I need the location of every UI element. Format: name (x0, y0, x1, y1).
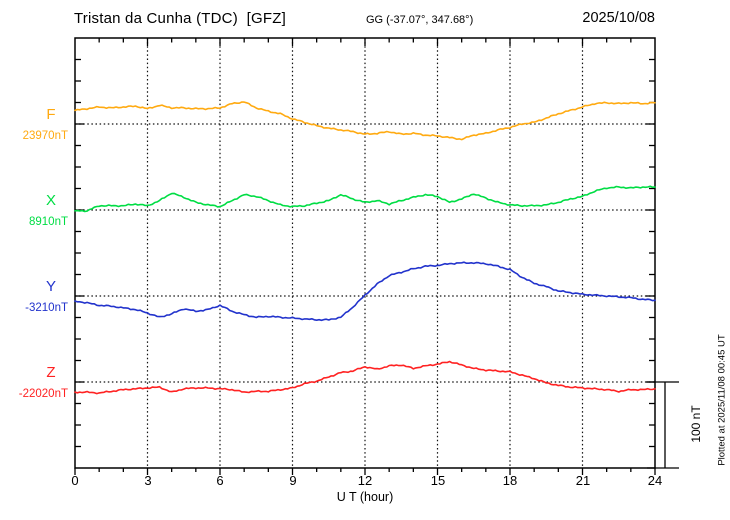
component-basevalue-f: 23970nT (22, 130, 68, 142)
x-tick-label: 18 (502, 473, 518, 488)
baseline-dotted-lines (75, 123, 655, 383)
x-tick-label: 3 (144, 473, 152, 488)
component-label-x: X (45, 192, 56, 209)
station-title: Tristan da Cunha (TDC) [GFZ] (74, 10, 286, 27)
x-tick-label: 21 (575, 473, 591, 488)
component-basevalue-x: 8910nT (28, 216, 68, 228)
curve-F (74, 101, 656, 141)
component-label-z: Z (46, 364, 56, 381)
scale-bar (647, 381, 679, 469)
curve-Z (74, 360, 656, 395)
scale-bar-label: 100 nT (689, 405, 703, 443)
x-tick-label: 9 (289, 473, 297, 488)
axis-ticks (74, 38, 656, 475)
geo-coordinates: GG (-37.07°, 347.68°) (366, 14, 474, 26)
x-tick-label: 6 (216, 473, 224, 488)
component-label-f: F (46, 106, 56, 123)
component-label-y: Y (45, 278, 56, 295)
x-tick-label: 12 (357, 473, 373, 488)
x-tick-label: 15 (430, 473, 446, 488)
curve-Y (74, 261, 656, 322)
curve-X (74, 185, 656, 213)
component-basevalue-y: -3210nT (25, 302, 68, 314)
x-tick-label: 24 (647, 473, 663, 488)
plotted-at-note: Plotted at 2025/11/08 00:45 UT (716, 334, 728, 466)
plot-date: 2025/10/08 (582, 10, 655, 26)
x-tick-label: 0 (71, 473, 79, 488)
plot-frame (74, 37, 656, 469)
gridlines (146, 38, 584, 468)
component-basevalue-z: -22020nT (18, 388, 68, 400)
x-axis-title: U T (hour) (336, 490, 394, 504)
